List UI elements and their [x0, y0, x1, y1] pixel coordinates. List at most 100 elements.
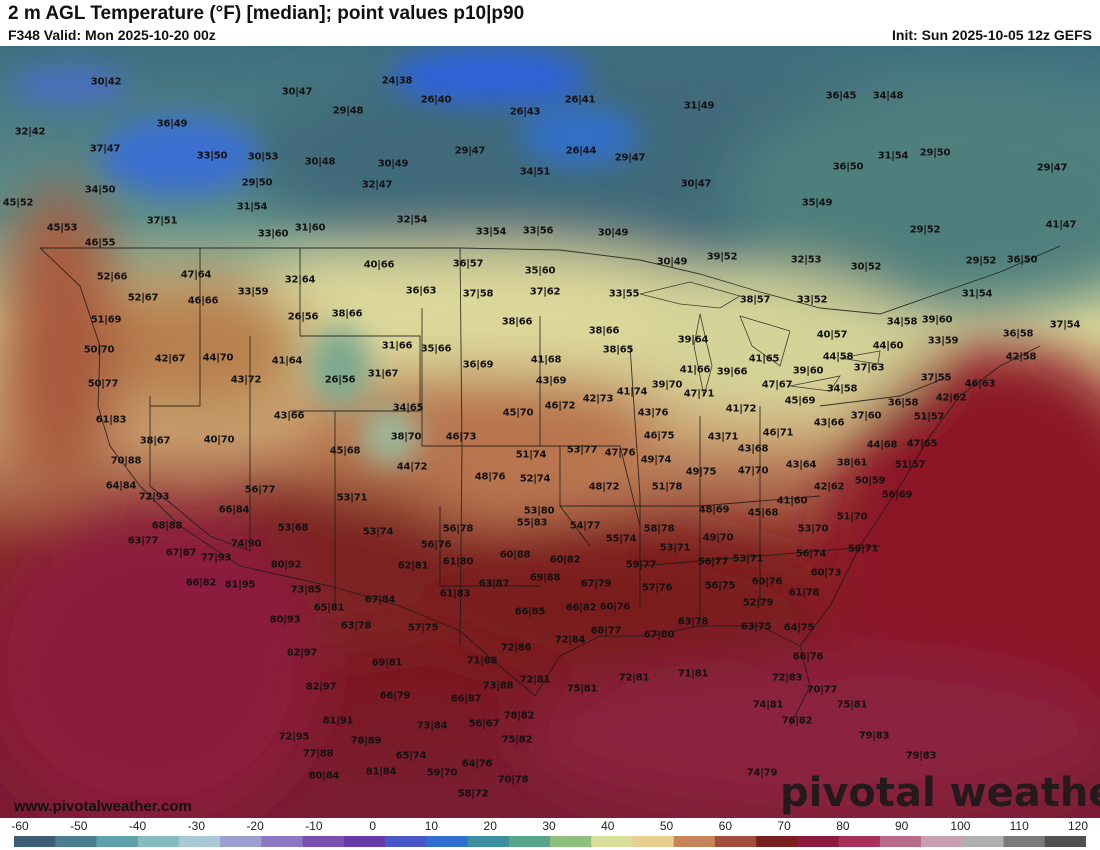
- point-value: 45|68: [747, 507, 779, 519]
- point-value: 41|47: [1045, 219, 1077, 231]
- point-value: 48|72: [588, 481, 620, 493]
- point-value: 29|48: [332, 105, 364, 117]
- point-value: 46|66: [187, 295, 219, 307]
- point-value: 29|50: [919, 147, 951, 159]
- point-value: 29|47: [614, 152, 646, 164]
- point-value: 66|76: [792, 651, 824, 663]
- point-value: 42|67: [154, 353, 186, 365]
- point-value: 33|50: [196, 150, 228, 162]
- point-value: 46|63: [964, 378, 996, 390]
- legend-tick: -10: [305, 819, 323, 833]
- point-value: 49|75: [685, 466, 717, 478]
- point-value: 56|74: [795, 548, 827, 560]
- point-value: 59|70: [426, 767, 458, 779]
- point-value: 38|70: [390, 431, 422, 443]
- point-value: 51|70: [836, 511, 868, 523]
- point-value: 47|64: [180, 269, 212, 281]
- point-value: 81|95: [224, 579, 256, 591]
- point-value: 63|78: [677, 616, 709, 628]
- point-value: 66|87: [450, 693, 482, 705]
- point-value: 79|83: [905, 750, 937, 762]
- point-value: 51|57: [894, 459, 926, 471]
- point-value: 44|70: [202, 352, 234, 364]
- point-value: 45|68: [329, 445, 361, 457]
- point-value: 75|81: [566, 683, 598, 695]
- legend-tick: 0: [369, 819, 376, 833]
- point-value: 31|54: [236, 201, 268, 213]
- point-value: 61|83: [95, 414, 127, 426]
- point-value: 37|51: [146, 215, 178, 227]
- point-value: 49|74: [640, 454, 672, 466]
- point-value: 38|66: [588, 325, 620, 337]
- point-value: 46|75: [643, 430, 675, 442]
- legend-tick: 20: [483, 819, 497, 833]
- point-value: 37|55: [920, 372, 952, 384]
- legend-tick: 100: [950, 819, 971, 833]
- colorbar-segment: [591, 836, 634, 847]
- point-value: 68|77: [590, 625, 622, 637]
- point-value: 65|81: [313, 602, 345, 614]
- point-value: 36|63: [405, 285, 437, 297]
- point-value: 60|73: [810, 567, 842, 579]
- point-value: 51|78: [651, 481, 683, 493]
- point-value: 36|58: [887, 397, 919, 409]
- point-value: 55|83: [516, 517, 548, 529]
- point-value: 61|80: [442, 556, 474, 568]
- point-value: 56|77: [697, 556, 729, 568]
- point-value: 50|70: [83, 344, 115, 356]
- colorbar-segment: [838, 836, 881, 847]
- point-value: 56|78: [442, 523, 474, 535]
- point-value: 66|84: [218, 504, 250, 516]
- point-value: 62|81: [397, 560, 429, 572]
- point-value: 82|97: [305, 681, 337, 693]
- point-value: 31|60: [294, 222, 326, 234]
- point-value: 44|60: [872, 340, 904, 352]
- point-value: 67|84: [364, 594, 396, 606]
- colorbar-segment: [1044, 836, 1086, 847]
- point-value: 39|66: [716, 366, 748, 378]
- point-value: 56|76: [420, 539, 452, 551]
- point-value: 40|57: [816, 329, 848, 341]
- colorbar-segment: [467, 836, 510, 847]
- website-credit: www.pivotalweather.com: [14, 798, 192, 815]
- point-value: 67|87: [165, 547, 197, 559]
- point-value: 38|67: [139, 435, 171, 447]
- point-value: 33|56: [522, 225, 554, 237]
- point-value: 63|77: [127, 535, 159, 547]
- point-value: 80|92: [270, 559, 302, 571]
- point-value: 71|81: [677, 668, 709, 680]
- point-value: 30|49: [377, 158, 409, 170]
- valid-time: F348 Valid: Mon 2025-10-20 00z: [8, 27, 216, 43]
- point-value: 72|83: [771, 672, 803, 684]
- point-value: 42|58: [1005, 351, 1037, 363]
- point-value: 53|74: [362, 526, 394, 538]
- point-value: 30|42: [90, 76, 122, 88]
- point-value: 33|59: [927, 335, 959, 347]
- temperature-map[interactable]: 30|42 24|38 30|47 26|40 29|48 26|43 26|41 31|49…: [0, 46, 1100, 818]
- colorbar-segment: [673, 836, 716, 847]
- colorbar-segment: [879, 836, 922, 847]
- point-value: 70|88: [110, 455, 142, 467]
- point-value: 58|72: [457, 788, 489, 800]
- point-value: 45|52: [2, 197, 34, 209]
- point-value: 47|71: [683, 388, 715, 400]
- legend-tick: -40: [128, 819, 147, 833]
- point-value: 51|74: [515, 449, 547, 461]
- point-value: 53|71: [336, 492, 368, 504]
- point-value: 56|75: [704, 580, 736, 592]
- point-value: 38|66: [501, 316, 533, 328]
- point-value: 29|50: [241, 177, 273, 189]
- point-value: 72|84: [554, 634, 586, 646]
- point-value: 66|85: [514, 606, 546, 618]
- point-value: 41|68: [530, 354, 562, 366]
- point-value: 42|62: [813, 481, 845, 493]
- point-value: 77|93: [200, 552, 232, 564]
- point-value: 39|52: [706, 251, 738, 263]
- legend-tick: 30: [542, 819, 556, 833]
- point-value: 32|53: [790, 254, 822, 266]
- point-value: 30|53: [247, 151, 279, 163]
- point-value: 33|54: [475, 226, 507, 238]
- point-value: 64|84: [105, 480, 137, 492]
- point-value: 76|82: [781, 715, 813, 727]
- point-value: 66|82: [565, 602, 597, 614]
